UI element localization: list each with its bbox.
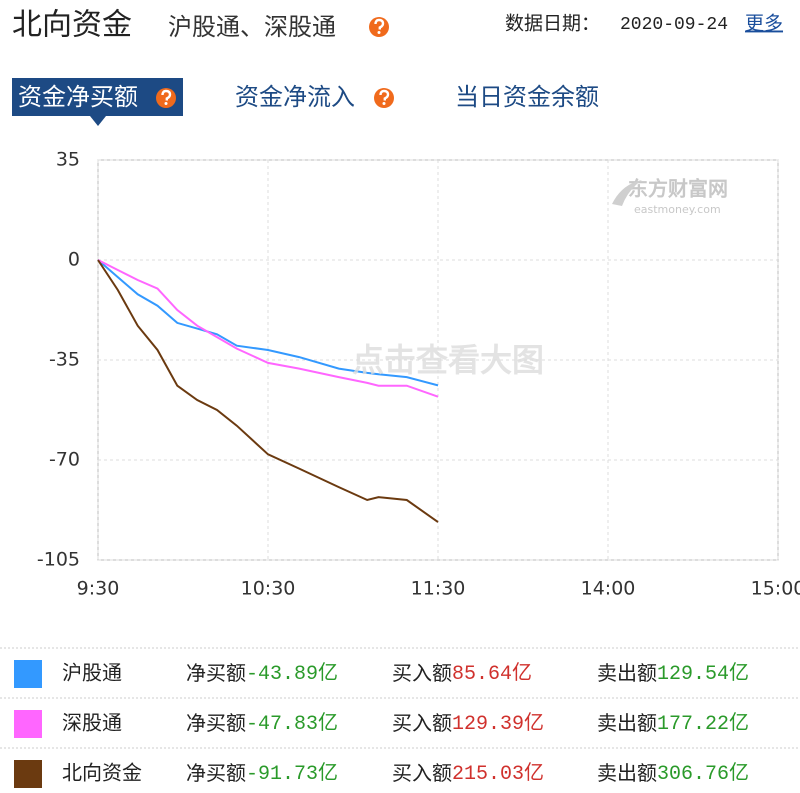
legend-label: 深股通 [62,711,122,735]
watermark-hint: 点击查看大图 [352,341,544,379]
active-tab[interactable] [12,78,183,116]
series-line [97,259,439,387]
x-tick-label: 15:00 [751,578,800,600]
x-tick-label: 9:30 [77,578,120,600]
cell-value: 129.39亿 [452,711,544,736]
legend-swatch [14,660,42,688]
y-tick-label: -105 [37,549,80,571]
tab[interactable]: 当日资金余额 [455,83,599,111]
cell-label: 买入额 [392,761,452,785]
cell-label: 买入额 [392,711,452,735]
help-icon[interactable] [369,17,389,37]
watermark-icon [612,180,642,206]
series-line [97,259,439,523]
cell-label: 卖出额 [597,761,657,785]
cell-label: 净买额 [186,661,246,685]
legend-swatch [14,710,42,738]
cell-value: -43.89亿 [246,661,338,686]
cell: 净买额-91.73亿 [186,761,338,787]
y-tick-label: 35 [56,149,80,171]
y-tick-label: 0 [68,249,80,271]
y-tick-label: -70 [49,449,80,471]
help-icon[interactable] [156,88,176,108]
watermark-logo: 东方财富网 [628,177,728,201]
tab[interactable]: 资金净流入 [235,83,355,111]
cell-value: 215.03亿 [452,761,544,786]
title: 北向资金 [12,8,132,43]
cell-value: -47.83亿 [246,711,338,736]
legend-swatch [14,760,42,788]
cell-label: 卖出额 [597,711,657,735]
x-tick-label: 14:00 [581,578,636,600]
x-tick-label: 11:30 [411,578,466,600]
legend-label: 沪股通 [62,661,122,685]
cell-label: 净买额 [186,711,246,735]
cell-label: 卖出额 [597,661,657,685]
x-tick-label: 10:30 [241,578,296,600]
date-label: 数据日期： [505,13,600,35]
cell: 卖出额129.54亿 [597,661,749,687]
cell-value: 129.54亿 [657,661,749,686]
subtitle: 沪股通、深股通 [168,13,336,41]
series-line [97,259,439,398]
cell: 买入额85.64亿 [392,661,532,687]
tab-pointer [90,116,106,126]
cell-value: 177.22亿 [657,711,749,736]
cell-value: 306.76亿 [657,761,749,786]
help-icon[interactable] [374,88,394,108]
cell-value: 85.64亿 [452,661,532,686]
cell-label: 买入额 [392,661,452,685]
date: 2020-09-24 [620,15,728,35]
cell-label: 净买额 [186,761,246,785]
legend-label: 北向资金 [62,761,142,785]
cell: 净买额-43.89亿 [186,661,338,687]
cell: 卖出额177.22亿 [597,711,749,737]
cell: 买入额215.03亿 [392,761,544,787]
watermark-domain: eastmoney.com [634,203,721,216]
cell: 卖出额306.76亿 [597,761,749,787]
y-tick-label: -35 [49,349,80,371]
plot: 35 0 -35 -70 -105 9:30 10:30 11:30 14:00 15:00 [37,149,800,600]
cell: 净买额-47.83亿 [186,711,338,737]
cell: 买入额129.39亿 [392,711,544,737]
cell-value: -91.73亿 [246,761,338,786]
tab[interactable]: 资金净买额 [18,83,138,111]
more-link[interactable]: 更多 [745,13,783,35]
